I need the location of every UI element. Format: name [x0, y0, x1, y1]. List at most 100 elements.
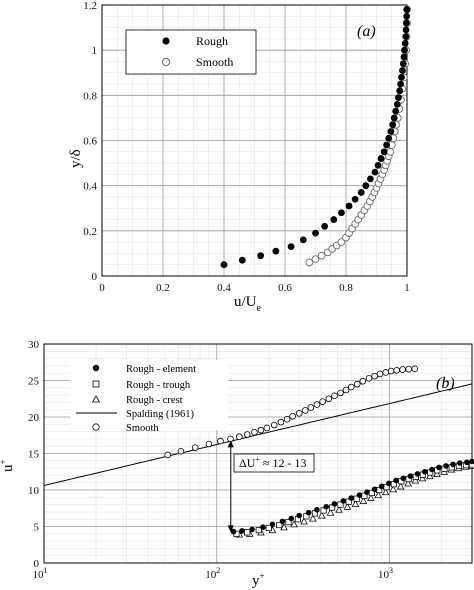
rough-data-point: [393, 100, 401, 108]
rough-crest-data-point: [326, 508, 335, 516]
smooth-b-data-point: [164, 451, 172, 459]
panel-b-x-tick-label: 103: [378, 566, 393, 581]
rough-crest-data-point: [317, 511, 326, 519]
panel-a-y-tick-label: 0.2: [83, 226, 97, 238]
rough-element-data-point: [356, 492, 363, 498]
spalding-curve-line: [43, 383, 473, 486]
panel-a-plot-frame: [101, 4, 408, 277]
rough-trough-data-point: [265, 524, 272, 532]
rough-data-point: [396, 87, 404, 95]
rough-crest-data-point: [280, 523, 288, 531]
panel-a-legend-box: [125, 29, 257, 75]
rough-element-data-point: [288, 515, 295, 522]
rough-element-data-point: [457, 460, 463, 466]
rough-data-point: [362, 182, 370, 190]
smooth-b-data-point: [289, 412, 296, 420]
smooth-b-data-point: [359, 377, 367, 385]
rough-trough-data-point: [320, 507, 327, 514]
panel-b-y-tick-label: 20: [28, 412, 40, 424]
rough-crest-data-point: [433, 469, 441, 477]
rough-data-point: [399, 67, 406, 74]
smooth-b-data-point: [227, 435, 234, 443]
rough-trough-data-point: [276, 521, 283, 529]
panel-a-x-tick-label: 0.2: [156, 282, 170, 294]
smooth-b-data-point: [382, 369, 390, 376]
rough-crest-data-point: [418, 474, 427, 482]
panel-b-y-tick-label: 30: [28, 339, 40, 351]
panel-b-x-axis-title-main: y: [252, 573, 260, 589]
chart-panel-a: 0 0.2 0.4 0.6 0.8 1 0 0.2 0.4 0.6 0.8 1 1.2 Rough S…: [68, 0, 411, 314]
legend-rough-element-label: Rough - element: [126, 364, 196, 375]
rough-data-point: [387, 128, 395, 135]
panel-a-data-points: [220, 5, 411, 269]
rough-data-point: [402, 19, 410, 27]
rough-data-point: [397, 80, 404, 88]
rough-data-point: [401, 46, 408, 54]
legend-rough-crest-marker: [91, 395, 101, 403]
panel-b-legend: Rough - element Rough - trough Rough - c…: [70, 360, 228, 434]
rough-crest-data-point: [411, 476, 420, 484]
panel-a-x-tick-label: 0.4: [217, 282, 231, 294]
panel-a-label: (a): [357, 23, 376, 40]
rough-crest-data-point: [359, 496, 368, 504]
rough-element-data-point: [443, 463, 449, 469]
rough-element-data-point: [296, 512, 303, 519]
rough-element-data-point: [400, 475, 407, 482]
panel-a-x-axis-title: u/Ue: [234, 294, 262, 314]
smooth-b-data-point: [295, 410, 303, 417]
rough-element-data-point: [340, 498, 347, 504]
rough-crest-data-point: [290, 520, 298, 528]
panel-b-x-tick-label: 101: [33, 566, 48, 581]
rough-data-point: [399, 60, 407, 68]
panel-b-data-points: [164, 365, 474, 538]
panel-a-y-tick-label: 0.6: [83, 136, 97, 148]
rough-data-point: [371, 168, 379, 176]
rough-crest-data-point: [335, 505, 343, 513]
smooth-data-point: [317, 251, 326, 260]
rough-data-point: [345, 202, 353, 210]
rough-crest-data-point: [425, 472, 434, 480]
smooth-b-data-point: [270, 421, 278, 429]
smooth-b-data-point: [387, 367, 395, 375]
panel-b-y-axis-title-sup: +: [0, 459, 8, 464]
rough-data-point: [377, 155, 385, 162]
delta-u-label: ΔU: [239, 456, 256, 470]
panel-a-x-axis-title-sub: e: [257, 303, 262, 314]
rough-crest-data-point: [343, 502, 352, 510]
rough-crest-data-point: [300, 517, 308, 525]
smooth-b-data-point: [376, 370, 384, 378]
delta-u-annotation-text: ΔU+ ≈ 12 - 13: [239, 455, 307, 470]
rough-data-point: [401, 39, 409, 47]
panel-a-y-axis-title: y/δ: [68, 149, 84, 168]
legend-rough-crest-label: Rough - crest: [126, 395, 183, 406]
rough-element-data-point: [422, 468, 428, 475]
panel-b-y-tick-label: 10: [28, 485, 40, 497]
rough-trough-data-point: [285, 519, 292, 526]
rough-element-data-point: [436, 464, 442, 471]
rough-element-data-point: [239, 528, 245, 534]
panel-b-y-axis-title: u+: [0, 459, 16, 472]
smooth-b-data-point: [307, 404, 315, 411]
rough-data-point: [400, 53, 408, 61]
rough-crest-data-point: [381, 488, 390, 496]
delta-u-arrow-head-bottom: [227, 525, 234, 533]
panel-b-x-tick-labels: 101 102 103: [33, 566, 394, 581]
rough-crest-data-point: [351, 499, 360, 507]
smooth-b-data-point: [405, 365, 412, 373]
rough-data-point: [398, 73, 405, 81]
rough-data-point: [299, 236, 307, 244]
smooth-b-data-point: [319, 398, 326, 405]
panel-b-y-axis-title-main: u: [0, 464, 16, 472]
smooth-b-data-point: [277, 418, 285, 426]
rough-data-point: [402, 33, 410, 41]
smooth-b-data-point: [191, 444, 199, 451]
legend-smooth-b-marker: [92, 423, 100, 431]
panel-a-x-tick-label: 0.8: [339, 282, 353, 294]
rough-element-data-point: [393, 477, 399, 484]
rough-crest-data-point: [309, 514, 317, 522]
smooth-b-data-point: [263, 424, 271, 432]
smooth-b-data-point: [393, 366, 401, 374]
smooth-b-data-point: [205, 440, 213, 448]
delta-u-arrow-head-top: [227, 440, 234, 448]
smooth-b-data-point: [283, 415, 291, 423]
